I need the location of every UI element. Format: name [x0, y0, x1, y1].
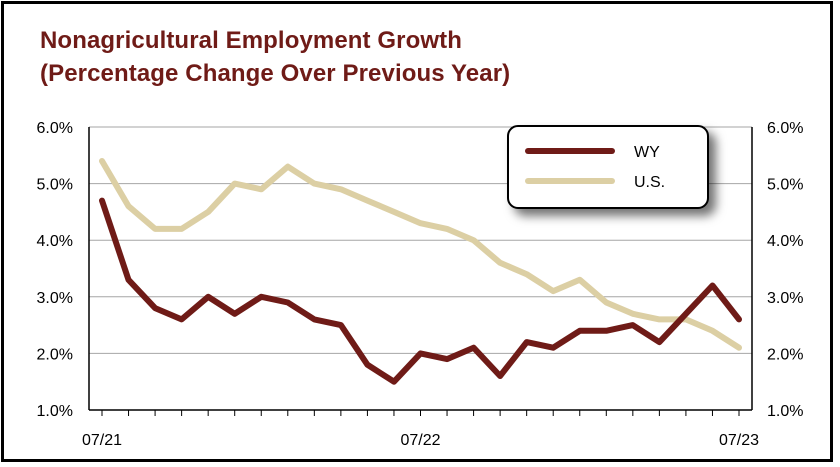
legend: WY U.S.	[507, 125, 709, 209]
y-tick-label-right: 5.0%	[767, 177, 803, 194]
y-tick-label-right: 6.0%	[767, 120, 803, 137]
y-tick-label-left: 3.0%	[37, 290, 73, 307]
chart-frame	[1, 1, 833, 462]
legend-box	[507, 125, 709, 209]
y-tick-label-right: 4.0%	[767, 233, 803, 250]
x-tick-label: 07/22	[400, 432, 440, 449]
y-tick-label-left: 6.0%	[37, 120, 73, 137]
y-tick-label-left: 2.0%	[37, 346, 73, 363]
series-line-us	[99, 158, 742, 351]
legend-label-wy: WY	[634, 144, 660, 161]
x-tick-label: 07/21	[82, 432, 122, 449]
chart-title: Nonagricultural Employment Growth	[40, 27, 462, 54]
y-tick-label-right: 3.0%	[767, 290, 803, 307]
y-tick-label-left: 4.0%	[37, 233, 73, 250]
y-tick-label-right: 1.0%	[767, 403, 803, 420]
y-tick-label-left: 1.0%	[37, 403, 73, 420]
y-tick-label-left: 5.0%	[37, 177, 73, 194]
legend-label-us: U.S.	[634, 174, 665, 191]
x-tick-label: 07/23	[719, 432, 759, 449]
y-tick-label-right: 2.0%	[767, 346, 803, 363]
chart-subtitle: (Percentage Change Over Previous Year)	[40, 60, 511, 87]
series-line-wy	[99, 197, 742, 385]
